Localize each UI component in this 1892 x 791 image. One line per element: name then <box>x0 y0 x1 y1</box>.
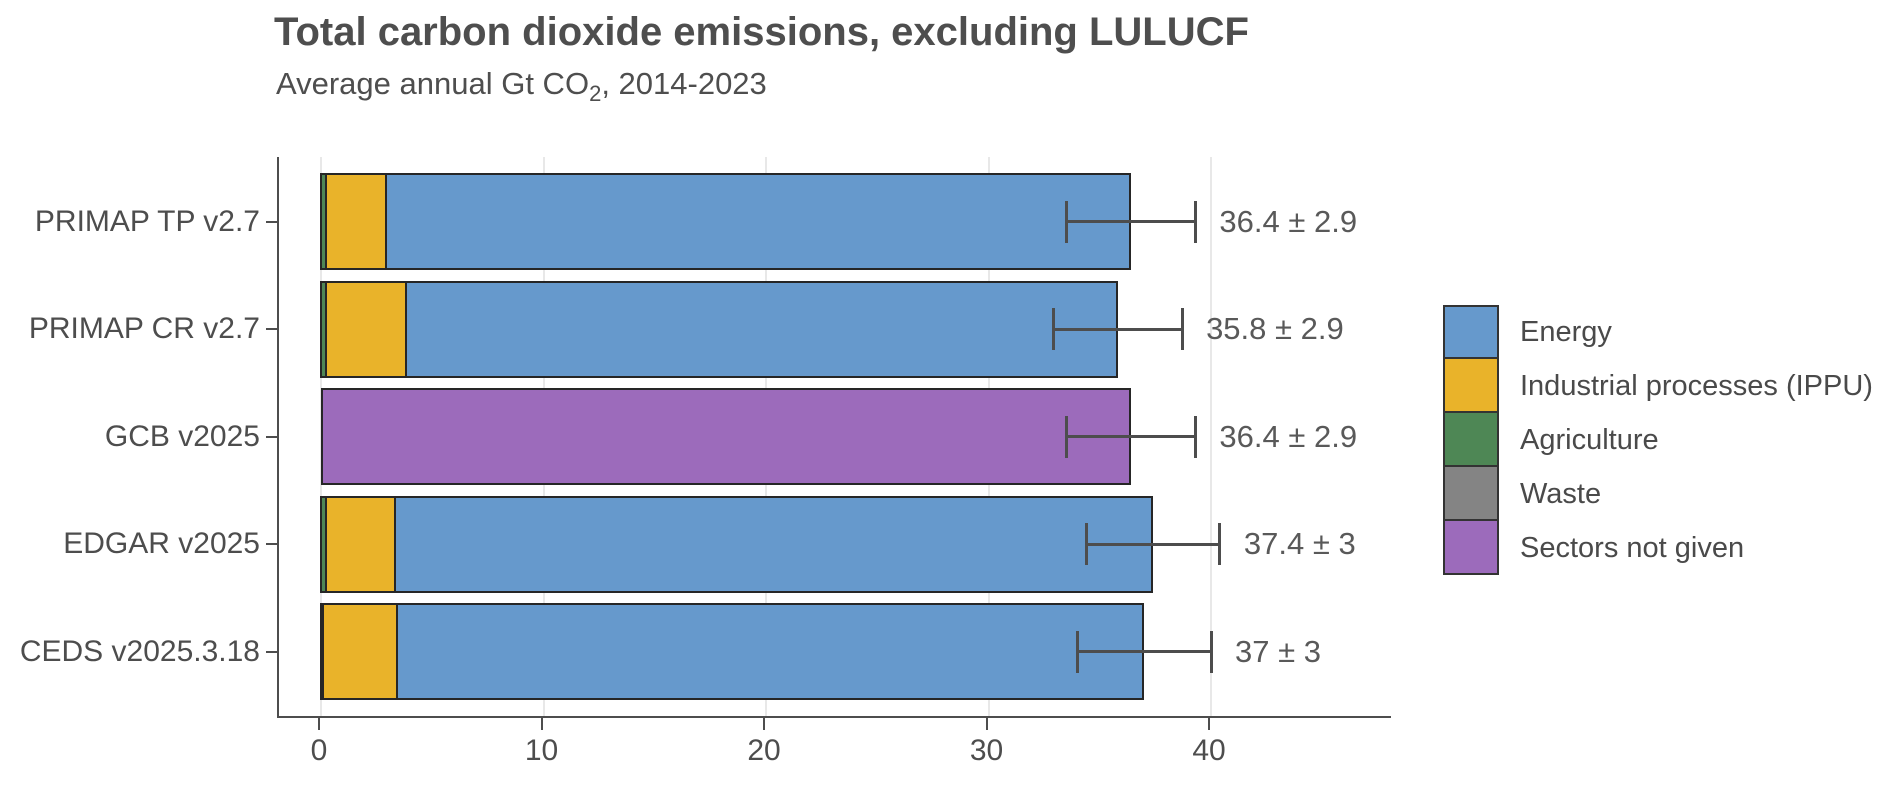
y-tick-mark <box>266 650 277 653</box>
y-tick-mark <box>266 328 277 330</box>
bar-segment-energy <box>393 495 1154 593</box>
legend-key-swatch <box>1443 305 1499 359</box>
error-bar-cap-high <box>1180 308 1184 350</box>
x-tick-label-10: 10 <box>524 734 559 767</box>
gridline-x-40 <box>1210 157 1212 716</box>
y-tick-mark <box>266 435 277 438</box>
error-bar-line <box>1066 435 1196 438</box>
bar-segment-industrial-processes-ippu- <box>324 280 407 378</box>
error-bar-cap-low <box>1051 308 1055 350</box>
chart-subtitle: Average annual Gt CO2, 2014-2023 <box>276 66 767 107</box>
y-axis-label-primap-cr-v2-7: PRIMAP CR v2.7 <box>28 312 260 345</box>
y-axis-label-gcb-v2025: GCB v2025 <box>104 419 260 453</box>
legend-key-swatch <box>1443 411 1499 467</box>
error-bar-cap-high <box>1218 523 1222 565</box>
legend-item-label: Sectors not given <box>1520 532 1745 564</box>
error-bar-line <box>1086 542 1220 546</box>
legend-item-label: Waste <box>1520 478 1602 510</box>
y-axis-label-primap-tp-v2-7: PRIMAP TP v2.7 <box>34 204 260 238</box>
error-bar-cap-low <box>1076 630 1079 673</box>
chart-title: Total carbon dioxide emissions, excludin… <box>274 10 1249 54</box>
x-tick-mark-0 <box>318 718 320 730</box>
legend-item-label: Agriculture <box>1520 424 1659 456</box>
x-tick-label-0: 0 <box>310 734 328 767</box>
x-tick-label-40: 40 <box>1192 734 1226 767</box>
legend-key-swatch <box>1443 519 1499 575</box>
subtitle-subscript: 2 <box>589 81 602 107</box>
bar-value-label: 36.4 ± 2.9 <box>1219 418 1358 454</box>
y-tick-mark <box>266 220 277 223</box>
error-bar-cap-low <box>1084 523 1088 565</box>
x-tick-mark-20 <box>763 718 765 730</box>
y-tick-mark <box>266 543 277 545</box>
bar-segment-energy <box>384 173 1131 270</box>
bar-segment-sectors-not-given <box>321 388 1131 485</box>
error-bar-line <box>1053 327 1183 331</box>
y-axis-label-ceds-v2025-3-18: CEDS v2025.3.18 <box>19 634 260 668</box>
bar-value-label: 37 ± 3 <box>1235 633 1321 669</box>
legend-item-label: Industrial processes (IPPU) <box>1520 370 1873 402</box>
error-bar-cap-high <box>1193 415 1197 458</box>
x-tick-mark-40 <box>1208 718 1210 730</box>
x-tick-label-30: 30 <box>969 734 1004 767</box>
bar-segment-industrial-processes-ippu- <box>324 173 387 270</box>
subtitle-post: , 2014-2023 <box>601 66 767 101</box>
legend-item-label: Energy <box>1520 316 1612 348</box>
subtitle-pre: Average annual Gt CO <box>276 66 590 101</box>
bar-segment-industrial-processes-ippu- <box>324 495 396 593</box>
bar-value-label: 37.4 ± 3 <box>1243 526 1356 561</box>
bar-segment-energy <box>404 280 1118 378</box>
error-bar-cap-high <box>1209 630 1213 673</box>
x-tick-mark-10 <box>540 718 543 730</box>
x-tick-mark-30 <box>985 718 988 730</box>
y-axis-label-edgar-v2025: EDGAR v2025 <box>63 527 260 560</box>
error-bar-cap-low <box>1064 415 1068 458</box>
error-bar-line <box>1077 650 1211 653</box>
legend-key-swatch <box>1443 357 1499 413</box>
plot-panel <box>277 157 1391 718</box>
error-bar-cap-low <box>1064 200 1068 243</box>
bar-segment-energy <box>395 603 1145 700</box>
error-bar-line <box>1066 220 1196 223</box>
bar-value-label: 36.4 ± 2.9 <box>1219 203 1358 239</box>
bar-segment-industrial-processes-ippu- <box>322 603 398 700</box>
legend-key-swatch <box>1443 465 1499 521</box>
error-bar-cap-high <box>1193 200 1197 243</box>
bar-value-label: 35.8 ± 2.9 <box>1206 311 1344 346</box>
x-tick-label-20: 20 <box>747 734 781 767</box>
